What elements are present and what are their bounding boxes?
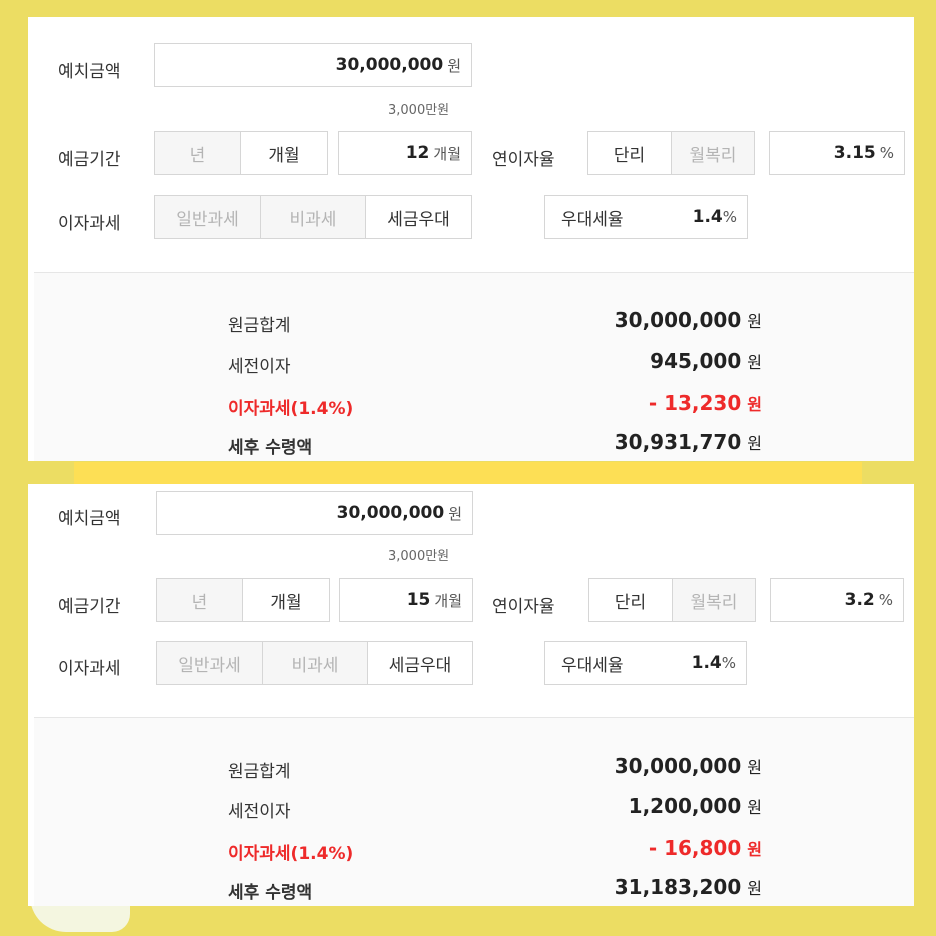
tax-exempt-option[interactable]: 비과세 (263, 642, 368, 684)
deposit-value: 30,000,000 (336, 503, 445, 523)
period-input[interactable]: 15 개월 (339, 578, 473, 622)
pretax-interest-value: 945,000 원 (650, 349, 762, 373)
deposit-unit: 원 (448, 504, 462, 523)
section-divider (34, 717, 914, 718)
rate-input[interactable]: 3.2% (770, 578, 904, 622)
pretax-interest-label: 세전이자 (228, 357, 291, 377)
period-label: 예금기간 (58, 150, 121, 170)
tax-general-option[interactable]: 일반과세 (155, 196, 261, 238)
deposit-input[interactable]: 30,000,000 원 (156, 491, 473, 535)
rate-simple-option[interactable]: 단리 (588, 132, 672, 174)
pref-rate-value: 1.4 (691, 653, 722, 673)
rate-label: 연이자율 (492, 150, 555, 170)
deposit-label: 예치금액 (58, 62, 121, 82)
pref-rate-unit: % (722, 208, 737, 226)
rate-compound-option[interactable]: 월복리 (672, 132, 754, 174)
result-summary: 원금합계 30,000,000 원 세전이자 1,200,000 원 이자과세(1.… (34, 718, 914, 906)
period-year-option[interactable]: 년 (155, 132, 241, 174)
period-month-option[interactable]: 개월 (241, 132, 327, 174)
tax-type-toggle: 일반과세 비과세 세금우대 (156, 641, 473, 685)
deposit-input[interactable]: 30,000,000 원 (154, 43, 472, 87)
deposit-unit: 원 (447, 56, 461, 75)
pref-rate-unit: % (721, 654, 736, 672)
interest-tax-label: 이자과세(1.4%) (228, 399, 354, 419)
rate-unit: % (879, 144, 894, 162)
tax-label: 이자과세 (58, 659, 121, 679)
pref-rate-input[interactable]: 우대세율 1.4% (544, 195, 748, 239)
calculator-panel-2: 예치금액 30,000,000 원 3,000만원 예금기간 년 개월 15 개월 … (28, 484, 914, 906)
section-divider (34, 272, 914, 273)
interest-tax-value: - 16,800 원 (648, 836, 762, 860)
rate-compound-option[interactable]: 월복리 (673, 579, 755, 621)
deposit-hint: 3,000만원 (388, 549, 450, 564)
net-amount-label: 세후 수령액 (228, 883, 313, 903)
rate-input[interactable]: 3.15% (769, 131, 905, 175)
tax-preferential-option[interactable]: 세금우대 (368, 642, 472, 684)
pref-rate-input[interactable]: 우대세율 1.4% (544, 641, 747, 685)
period-unit: 개월 (433, 144, 461, 163)
period-month-option[interactable]: 개월 (243, 579, 329, 621)
period-year-option[interactable]: 년 (157, 579, 243, 621)
tax-type-toggle: 일반과세 비과세 세금우대 (154, 195, 472, 239)
period-unit: 개월 (434, 591, 462, 610)
principal-label: 원금합계 (228, 762, 291, 782)
net-amount-label: 세후 수령액 (228, 438, 313, 458)
principal-value: 30,000,000 원 (614, 754, 762, 778)
net-amount-value: 30,931,770 원 (614, 430, 762, 454)
period-value: 12 (405, 143, 430, 163)
principal-label: 원금합계 (228, 316, 291, 336)
pref-rate-label: 우대세율 (561, 655, 624, 676)
rate-simple-option[interactable]: 단리 (589, 579, 673, 621)
period-unit-toggle: 년 개월 (156, 578, 330, 622)
pretax-interest-value: 1,200,000 원 (628, 794, 762, 818)
tax-preferential-option[interactable]: 세금우대 (366, 196, 471, 238)
calculator-panel-1: 예치금액 30,000,000 원 3,000만원 예금기간 년 개월 12 개월 … (28, 17, 914, 461)
deposit-hint: 3,000만원 (388, 103, 450, 118)
tax-general-option[interactable]: 일반과세 (157, 642, 263, 684)
tax-label: 이자과세 (58, 214, 121, 234)
period-unit-toggle: 년 개월 (154, 131, 328, 175)
rate-type-toggle: 단리 월복리 (588, 578, 756, 622)
result-summary: 원금합계 30,000,000 원 세전이자 945,000 원 이자과세(1.4%… (34, 273, 914, 461)
period-label: 예금기간 (58, 597, 121, 617)
separator-band (74, 462, 862, 484)
period-value: 15 (406, 590, 431, 610)
rate-unit: % (878, 591, 893, 609)
interest-tax-label: 이자과세(1.4%) (228, 844, 354, 864)
rate-label: 연이자율 (492, 597, 555, 617)
rate-type-toggle: 단리 월복리 (587, 131, 755, 175)
pretax-interest-label: 세전이자 (228, 802, 291, 822)
principal-value: 30,000,000 원 (614, 308, 762, 332)
deposit-value: 30,000,000 (335, 55, 444, 75)
pref-rate-label: 우대세율 (561, 209, 624, 230)
period-input[interactable]: 12 개월 (338, 131, 472, 175)
deposit-label: 예치금액 (58, 509, 121, 529)
tax-exempt-option[interactable]: 비과세 (261, 196, 366, 238)
interest-tax-value: - 13,230 원 (648, 391, 762, 415)
rate-value: 3.15 (833, 143, 876, 163)
rate-value: 3.2 (844, 590, 875, 610)
net-amount-value: 31,183,200 원 (614, 875, 762, 899)
pref-rate-value: 1.4 (692, 207, 723, 227)
